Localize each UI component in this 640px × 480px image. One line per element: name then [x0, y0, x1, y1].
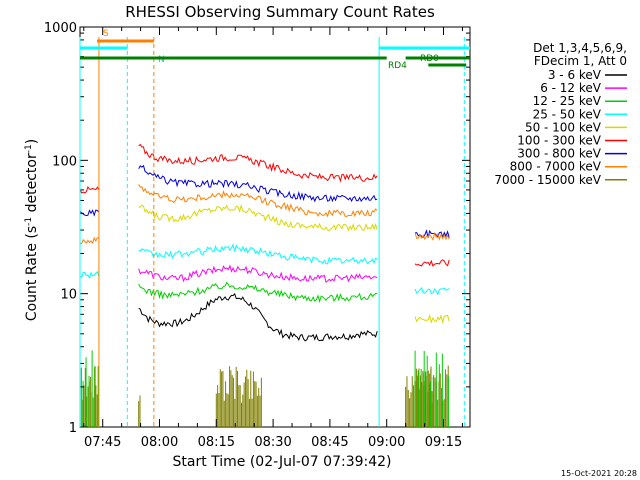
flag-label: N: [158, 55, 165, 65]
series-line: [138, 164, 378, 203]
x-tick-label: 08:00: [141, 435, 178, 450]
series-line: [138, 184, 378, 218]
legend-label: 800 - 7000 keV: [510, 160, 602, 174]
x-axis-label: Start Time (02-Jul-07 07:39:42): [172, 454, 391, 470]
status-flags: SNRD0RD4: [79, 29, 470, 427]
series-line: [138, 143, 378, 183]
y-tick-label: 100: [52, 154, 77, 169]
flag-label: S: [103, 29, 109, 39]
x-tick-label: 08:30: [254, 435, 291, 450]
x-axis: 07:45 08:00 08:15 08:30 08:45 09:00 09:15: [83, 27, 463, 450]
y-tick-label: 10: [60, 288, 77, 303]
series-line: [138, 264, 378, 283]
y-tick-label: 1000: [44, 21, 77, 36]
series-line: [138, 281, 378, 304]
legend-label: 3 - 6 keV: [548, 68, 602, 82]
x-tick-label: 09:00: [368, 435, 405, 450]
series-line: [414, 313, 450, 325]
legend: Det 1,3,4,5,6,9, FDecim 1, Att 0 3 - 6 k…: [494, 41, 627, 187]
series-line: [138, 292, 378, 342]
x-tick-label: 08:45: [311, 435, 348, 450]
legend-label: 6 - 12 keV: [540, 81, 602, 95]
series-line: [414, 259, 450, 267]
plot-lines: [79, 143, 450, 427]
series-line: [414, 287, 450, 296]
legend-label: 7000 - 15000 keV: [494, 173, 601, 187]
flag-label: RD4: [388, 61, 407, 71]
series-line: [79, 270, 100, 279]
legend-label: 25 - 50 keV: [533, 107, 602, 121]
x-tick-label: 07:45: [84, 435, 121, 450]
series-line: [138, 243, 378, 265]
series-line: [414, 232, 450, 241]
plot-area: [79, 26, 471, 428]
x-tick-label: 08:15: [198, 435, 235, 450]
footer-timestamp: 15-Oct-2021 20:28: [561, 469, 637, 478]
legend-label: 100 - 300 keV: [517, 134, 601, 148]
legend-label: 50 - 100 keV: [525, 120, 602, 134]
x-tick-label: 09:15: [425, 435, 462, 450]
legend-label: 300 - 800 keV: [517, 147, 601, 161]
y-tick-label: 1: [69, 421, 77, 436]
series-line: [79, 236, 100, 245]
y-axis: 1 10 100 1000: [44, 21, 470, 436]
legend-header-line-2: FDecim 1, Att 0: [534, 54, 627, 68]
legend-label: 12 - 25 keV: [533, 94, 602, 108]
series-line: [79, 209, 100, 217]
chart-title: RHESSI Observing Summary Count Rates: [125, 3, 435, 21]
series-line: [138, 204, 378, 232]
legend-header-line-1: Det 1,3,4,5,6,9,: [533, 41, 627, 55]
y-axis-label: Count Rate (s-1 detector-1): [24, 139, 40, 321]
series-line: [79, 185, 100, 194]
